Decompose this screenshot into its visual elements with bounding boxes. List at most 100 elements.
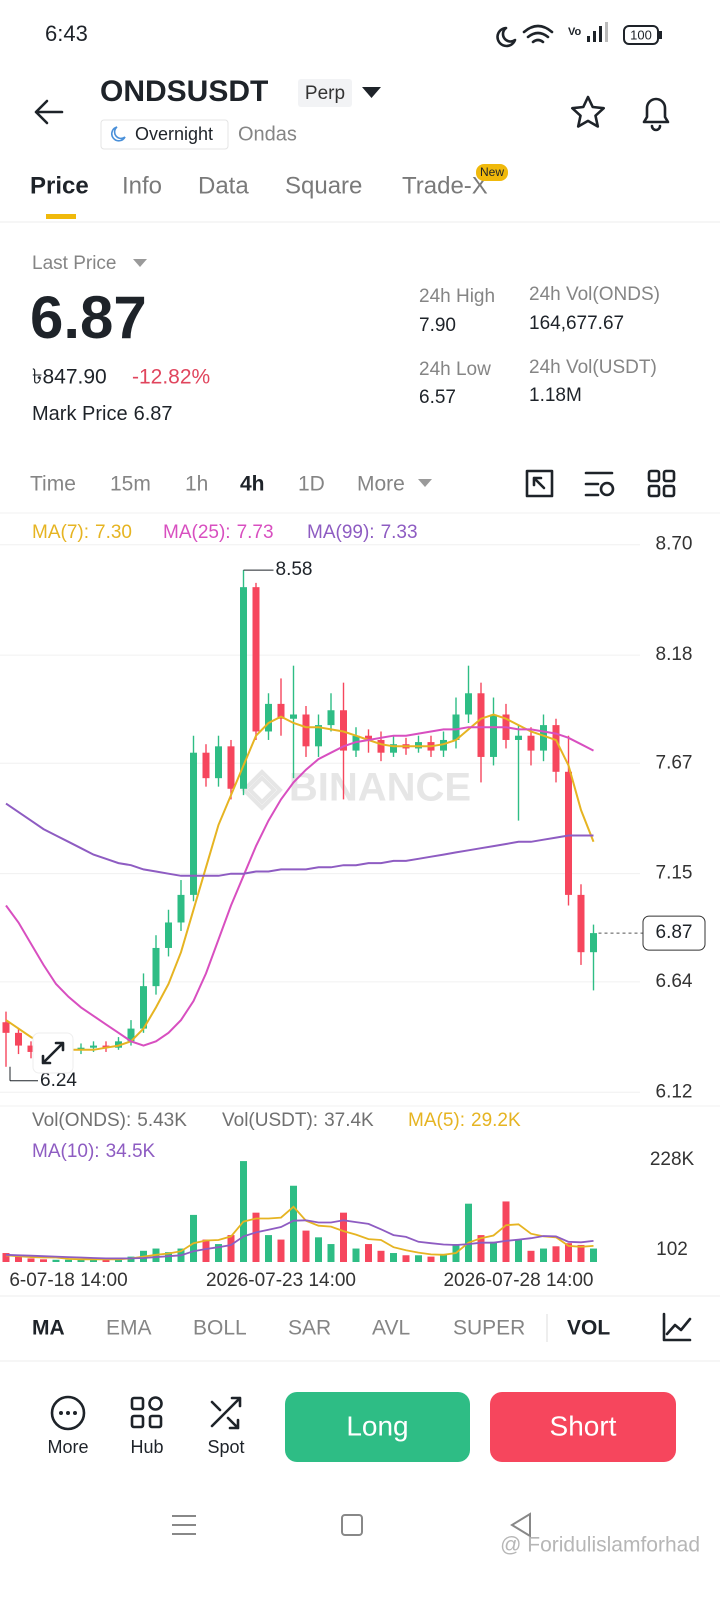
spot-action[interactable]: Spot: [207, 1396, 245, 1457]
volume-bar: [315, 1237, 322, 1262]
chart-tools: [525, 469, 676, 498]
stat-label: 24h Vol(ONDS): [529, 284, 660, 305]
indicator[interactable]: AVL: [372, 1317, 410, 1340]
volume-legend: MA(5): 29.2K: [408, 1110, 521, 1131]
volume-bar: [302, 1230, 310, 1262]
footer-watermark: @ Foridulislamforhad: [500, 1534, 700, 1557]
volume-bar: [490, 1241, 497, 1262]
indicator[interactable]: SAR: [288, 1317, 331, 1340]
volume-ma-line: [5, 1219, 594, 1260]
volume-bar: [352, 1248, 360, 1262]
price-label-dropdown[interactable]: [133, 259, 147, 267]
layout-button[interactable]: [647, 469, 676, 498]
long-button[interactable]: Long: [285, 1392, 470, 1462]
candle-body: [465, 693, 472, 715]
indicator[interactable]: VOL: [567, 1317, 610, 1340]
indicator[interactable]: BOLL: [193, 1317, 247, 1340]
more-action[interactable]: More: [47, 1395, 89, 1457]
status-icons: Vo: [496, 22, 662, 48]
candle-body: [440, 739, 447, 751]
short-label: Short: [550, 1410, 617, 1441]
mark-price-label: Mark Price: [32, 403, 128, 425]
tab[interactable]: Square: [285, 172, 362, 199]
stat-label: 24h Low: [419, 359, 491, 380]
volume-legend-name: MA(5):: [408, 1110, 465, 1131]
symbol-dropdown[interactable]: [362, 87, 381, 98]
volume-legend-value: 5.43K: [137, 1110, 187, 1131]
mark-price-value: 6.87: [134, 403, 173, 425]
nav-back[interactable]: [510, 1512, 531, 1538]
stat-value: 164,677.67: [529, 313, 624, 334]
indicator-bar: MA EMA BOLL SAR AVL SUPER VOL: [32, 1317, 610, 1340]
interval[interactable]: Time: [30, 473, 76, 496]
more-dropdown[interactable]: [418, 479, 432, 487]
volume-bar: [365, 1244, 372, 1262]
interval[interactable]: 15m: [110, 473, 151, 496]
price-chart: BINANCE 8.70 8.18 7.67 7.15 6.64 6.12 MA(7): 7.…: [0, 522, 706, 1291]
candle-body: [77, 1047, 85, 1050]
candle-body: [240, 587, 247, 789]
candle-body: [152, 947, 160, 987]
volume-bar: [40, 1259, 47, 1262]
volume-bar: [115, 1258, 122, 1262]
candle-body: [115, 1041, 122, 1048]
watermark: BINANCE: [289, 766, 471, 810]
short-button[interactable]: Short: [490, 1392, 676, 1462]
interval[interactable]: 1h: [185, 473, 208, 496]
volume-bar: [227, 1235, 235, 1262]
volume-bar: [540, 1248, 547, 1262]
price-change: -12.82%: [132, 366, 210, 389]
fullscreen-button[interactable]: [525, 469, 554, 498]
interval[interactable]: More: [357, 473, 405, 496]
long-label: Long: [346, 1410, 408, 1441]
hub-action[interactable]: Hub: [130, 1396, 164, 1457]
volume-bar: [565, 1243, 572, 1262]
tab[interactable]: Price: [30, 172, 89, 199]
volume-bar: [277, 1239, 285, 1262]
candle-body: [27, 1045, 35, 1052]
favorite-button[interactable]: [571, 95, 605, 128]
volume-bar: [552, 1246, 560, 1262]
symbol: ONDSUSDT: [100, 75, 268, 108]
candle-body: [202, 752, 210, 779]
interval[interactable]: 1D: [298, 473, 325, 496]
indicator[interactable]: EMA: [106, 1317, 152, 1340]
nav-home[interactable]: [341, 1514, 363, 1536]
ma-legend: MA(7): 7.30: [32, 522, 132, 543]
indicator[interactable]: SUPER: [453, 1317, 525, 1340]
volume-bar: [2, 1253, 10, 1262]
tab-bar: Price Info Data Square Trade-X: [30, 172, 488, 199]
volume-legend-value: 37.4K: [324, 1110, 374, 1131]
ma-line: [5, 802, 594, 877]
expand-button[interactable]: [32, 1032, 74, 1074]
stat-value: 7.90: [419, 315, 456, 336]
candle-body: [90, 1045, 97, 1048]
volume-bar: [327, 1244, 335, 1262]
back-button[interactable]: [34, 99, 64, 125]
volume-legend-value: 29.2K: [471, 1110, 521, 1131]
tab[interactable]: Data: [198, 172, 249, 199]
candle-body: [527, 735, 535, 751]
volume-bar: [252, 1212, 260, 1262]
indicator[interactable]: MA: [32, 1317, 65, 1340]
interval[interactable]: 4h: [240, 473, 265, 496]
settings-button[interactable]: [584, 471, 615, 497]
nav-menu[interactable]: [172, 1515, 196, 1535]
mark-price: Mark Price 6.87: [32, 403, 173, 425]
candle-body: [327, 710, 335, 726]
candle-body: [2, 1022, 10, 1033]
tab-indicator: [46, 214, 76, 219]
tab[interactable]: Trade-X: [402, 172, 488, 199]
indicator-settings[interactable]: [662, 1312, 692, 1342]
volume-legend-value: 34.5K: [106, 1141, 156, 1162]
local-price: ৳847.90: [32, 366, 107, 389]
y-tick-label: 6.64: [656, 971, 693, 992]
candle-body: [477, 693, 485, 757]
alert-button[interactable]: [642, 97, 670, 132]
y-tick-label: 6.12: [656, 1081, 693, 1102]
candle-body: [277, 703, 285, 719]
tab[interactable]: Info: [122, 172, 162, 199]
volume-bar: [465, 1203, 472, 1262]
last-price: 6.87: [30, 284, 147, 351]
